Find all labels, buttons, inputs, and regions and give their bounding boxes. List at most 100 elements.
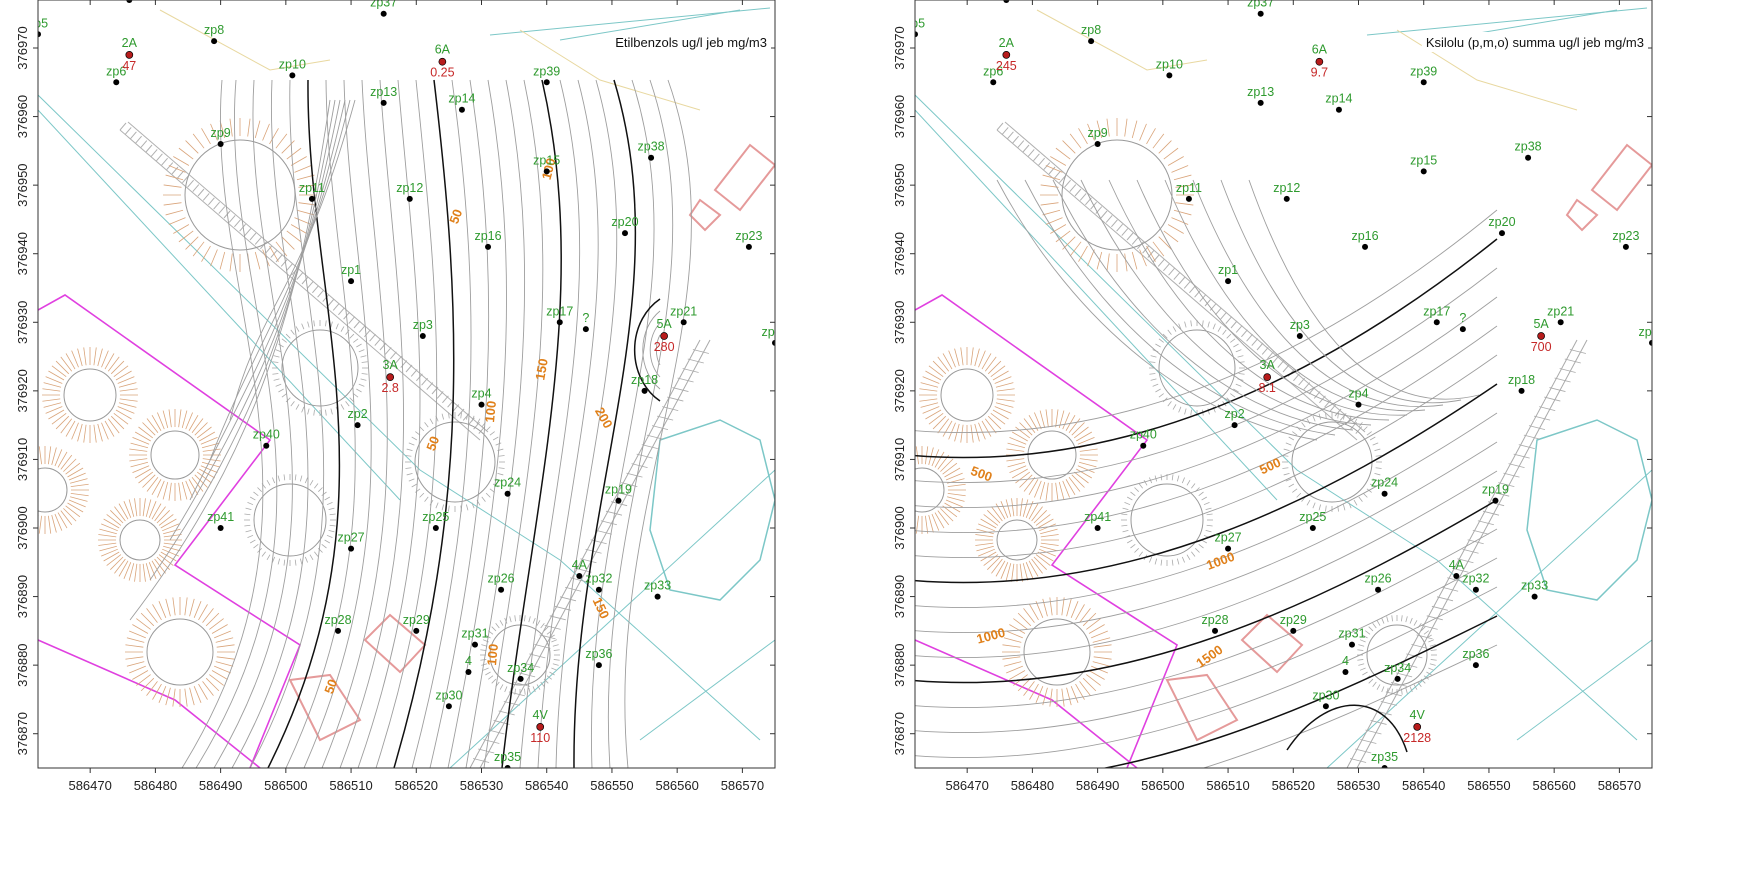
x-tick-label: 586480 xyxy=(134,778,177,793)
wells: zp7zp5zp37zp8zp6zp10zp39zp13zp14zp9zp15z… xyxy=(915,0,1652,768)
contour-minor xyxy=(1080,179,1372,426)
well-point xyxy=(648,154,655,161)
contour-minor xyxy=(915,470,1498,658)
well-point xyxy=(126,0,133,3)
well-marker: zp6 xyxy=(106,64,126,86)
x-tick-label: 586490 xyxy=(199,778,242,793)
x-tick-label: 586550 xyxy=(590,778,633,793)
sample-value: 245 xyxy=(996,59,1017,73)
basemap-embankment xyxy=(996,121,1366,441)
x-tick-label: 586550 xyxy=(1467,778,1510,793)
well-marker: ? xyxy=(1459,311,1466,333)
well-label: zp41 xyxy=(1084,510,1111,524)
well-point xyxy=(576,573,583,579)
well-point xyxy=(1342,669,1349,675)
well-point xyxy=(990,79,997,86)
sample-marker: 4V 2128 xyxy=(1403,708,1431,745)
basemap-building xyxy=(688,198,722,232)
contour-minor xyxy=(519,79,581,768)
well-marker: zp20 xyxy=(1488,215,1516,237)
well-marker: zp11 xyxy=(1176,181,1202,202)
well-point xyxy=(1225,278,1232,285)
sample-point xyxy=(125,51,134,59)
well-label: zp14 xyxy=(1325,92,1352,106)
well-point xyxy=(641,387,648,394)
sample-label: 4V xyxy=(1410,708,1426,722)
well-label: zp40 xyxy=(1130,428,1157,442)
basemap-tank xyxy=(98,498,182,582)
well-label: zp18 xyxy=(631,373,658,387)
well-point xyxy=(217,525,224,531)
well-point xyxy=(595,662,602,669)
well-point xyxy=(1453,573,1460,579)
well-marker: zp25 xyxy=(422,510,449,531)
well-point xyxy=(1257,99,1264,106)
contour-major xyxy=(1286,704,1408,753)
well-marker: zp4 xyxy=(471,387,492,408)
well-point xyxy=(582,326,589,333)
well-label: zp12 xyxy=(396,181,423,195)
plot-frame xyxy=(914,0,1653,769)
basemap-tank xyxy=(975,498,1059,582)
well-label: zp33 xyxy=(644,579,671,593)
basemap-railway xyxy=(468,339,711,768)
sample-label: 6A xyxy=(435,43,451,57)
well-label: 4 xyxy=(465,654,472,668)
well-point xyxy=(211,38,218,45)
x-tick-label: 586570 xyxy=(1598,778,1641,793)
well-point xyxy=(680,319,687,326)
well-point xyxy=(217,141,224,147)
contour-minor xyxy=(483,79,544,768)
contour-minor xyxy=(1248,179,1480,400)
well-marker: zp19 xyxy=(605,483,632,504)
well-label: zp5 xyxy=(28,16,48,30)
well-point xyxy=(504,765,511,768)
well-marker: zp29 xyxy=(1280,613,1307,634)
well-label: zp30 xyxy=(1312,688,1339,702)
sample-point xyxy=(1315,57,1324,66)
contour-minor xyxy=(249,79,325,768)
well-label: zp1 xyxy=(1218,263,1238,277)
well-marker: zp17 xyxy=(1423,304,1450,326)
well-label: zp24 xyxy=(494,476,521,490)
contour-minor xyxy=(209,99,351,461)
well-marker: zp23 xyxy=(735,229,763,250)
sample-marker: 3A 8.1 xyxy=(1258,358,1275,395)
well-label: ? xyxy=(1459,311,1466,325)
basemap-tank xyxy=(244,474,336,566)
basemap-tank xyxy=(125,597,235,707)
contour-minor xyxy=(624,79,692,768)
contour-major xyxy=(915,499,1498,684)
contour-minor xyxy=(149,99,336,581)
well-marker: zp39 xyxy=(1410,64,1437,86)
contour-minor xyxy=(195,79,278,768)
basemap-tank xyxy=(1040,118,1194,272)
contour-minor xyxy=(915,354,1498,558)
well-label: zp25 xyxy=(422,510,449,524)
well-point xyxy=(504,490,511,497)
y-tick-label: 376900 xyxy=(15,506,30,549)
sample-value: 2.8 xyxy=(381,381,398,395)
well-point xyxy=(1322,703,1329,710)
well-point xyxy=(772,339,775,346)
well-point xyxy=(1309,525,1316,531)
well-point xyxy=(1225,545,1232,552)
well-point xyxy=(1375,586,1382,593)
well-label: zp11 xyxy=(299,181,325,195)
well-label: zp17 xyxy=(546,304,573,318)
basemap xyxy=(38,7,775,768)
contours xyxy=(915,179,1498,768)
well-label: zp31 xyxy=(1338,627,1365,641)
sample-value: 110 xyxy=(530,731,550,745)
well-label: zp15 xyxy=(533,153,560,167)
contour-label: 200 xyxy=(592,405,616,431)
axes: 586470 586480 586490 586500 586510 586520 5865… xyxy=(15,0,776,793)
basemap xyxy=(915,7,1652,768)
well-label: zp30 xyxy=(435,688,462,702)
contour-minor xyxy=(285,79,356,768)
basemap-tank xyxy=(1357,615,1437,695)
well-point xyxy=(1212,627,1219,634)
basemap-line xyxy=(38,94,761,741)
well-point xyxy=(1420,168,1427,175)
well-point xyxy=(1531,593,1538,600)
